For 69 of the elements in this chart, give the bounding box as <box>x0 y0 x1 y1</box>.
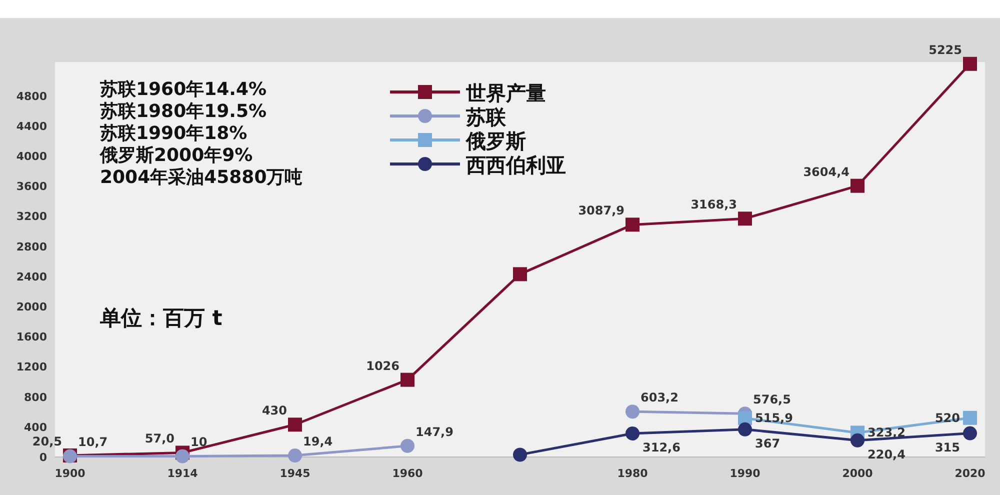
data-label: 323,2 <box>868 426 906 440</box>
point <box>176 449 190 464</box>
data-label: 576,5 <box>753 392 791 407</box>
x-tick-label: 2000 <box>842 467 874 480</box>
y-tick-label: 4000 <box>16 150 48 164</box>
point <box>626 426 640 440</box>
point <box>850 433 864 448</box>
y-tick-label: 2000 <box>16 300 48 314</box>
data-label: 312,6 <box>642 440 680 454</box>
x-tick-label: 1980 <box>617 467 648 480</box>
data-label: 3604,4 <box>803 164 850 179</box>
y-tick-label: 0 <box>39 451 48 464</box>
annotation: 单位：百万 t <box>99 306 222 330</box>
legend-label: 世界产量 <box>465 81 546 105</box>
y-tick-label: 1200 <box>16 360 48 374</box>
y-tick-label: 3600 <box>16 180 48 194</box>
legend-label: 西西伯利亚 <box>465 153 566 177</box>
data-label: 10,7 <box>78 435 108 450</box>
data-label: 20,5 <box>32 434 62 448</box>
point <box>738 411 752 426</box>
data-label: 367 <box>755 436 780 450</box>
data-label: 147,9 <box>416 424 454 439</box>
data-label: 10 <box>190 435 208 450</box>
x-tick-label: 1990 <box>730 467 761 480</box>
point <box>400 372 414 387</box>
data-label: 5225 <box>928 42 962 57</box>
point <box>738 422 752 436</box>
legend-label: 苏联 <box>465 105 507 129</box>
point <box>288 418 302 432</box>
annotation: 俄罗斯2000年9% <box>99 145 253 166</box>
point <box>738 212 752 226</box>
data-label: 603,2 <box>640 390 678 405</box>
x-tick-label: 1900 <box>54 467 86 480</box>
point <box>963 426 977 440</box>
point <box>400 438 414 453</box>
point <box>513 448 527 462</box>
legend-label: 俄罗斯 <box>465 129 526 153</box>
point <box>626 404 640 419</box>
data-label: 57,0 <box>144 432 174 446</box>
point <box>626 218 640 232</box>
data-label: 220,4 <box>868 447 906 462</box>
data-label: 19,4 <box>303 434 333 449</box>
data-label: 3087,9 <box>578 204 624 218</box>
data-label: 315 <box>934 440 960 454</box>
y-tick-label: 4400 <box>16 120 48 133</box>
annotation: 2004年采油45880万吨 <box>100 167 303 188</box>
x-tick-label: 2020 <box>954 467 986 480</box>
y-tick-label: 2400 <box>16 270 48 284</box>
point <box>963 410 977 425</box>
y-tick-label: 1600 <box>16 330 48 344</box>
x-tick-label: 1960 <box>392 467 424 480</box>
annotation: 苏联1980年19.5% <box>99 101 267 122</box>
y-tick-label: 800 <box>24 390 48 404</box>
data-label: 515,9 <box>755 411 793 426</box>
data-label: 430 <box>262 404 287 418</box>
data-label: 1026 <box>366 358 400 373</box>
x-tick-label: 1945 <box>280 467 310 480</box>
point <box>850 178 864 193</box>
data-label: 3168,3 <box>690 198 737 212</box>
y-tick-label: 4800 <box>16 90 48 103</box>
y-tick-label: 3200 <box>16 210 48 224</box>
y-tick-label: 400 <box>24 420 48 434</box>
x-tick-label: 1914 <box>167 467 198 480</box>
point <box>288 448 302 463</box>
point <box>513 267 527 282</box>
annotation: 苏联1960年14.4% <box>99 79 267 100</box>
annotation: 苏联1990年18% <box>99 123 248 144</box>
y-tick-label: 2800 <box>16 240 48 254</box>
point <box>963 56 977 71</box>
